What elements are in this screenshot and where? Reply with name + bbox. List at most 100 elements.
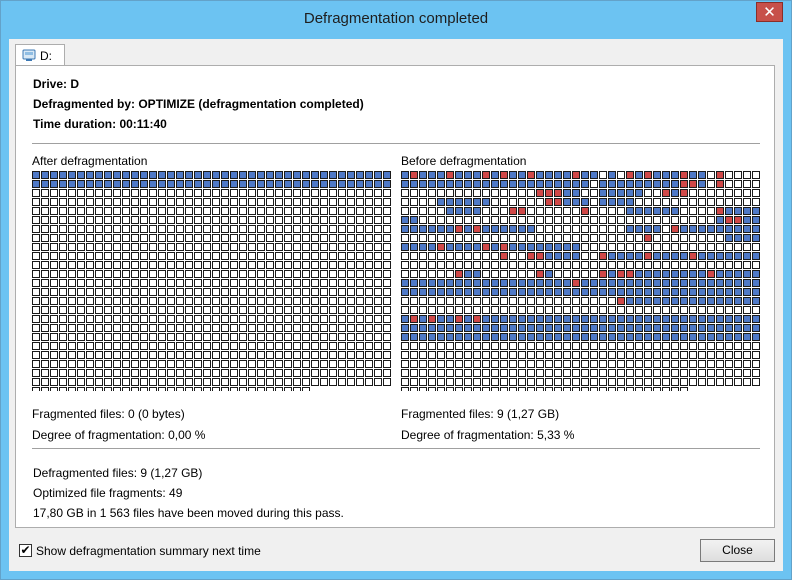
after-cell <box>68 288 76 296</box>
before-cell <box>635 180 643 188</box>
before-cell <box>545 252 553 260</box>
after-cell <box>293 261 301 269</box>
before-cell <box>689 270 697 278</box>
before-cell <box>716 315 724 323</box>
before-cell <box>464 216 472 224</box>
before-cell <box>680 270 688 278</box>
before-cell <box>581 351 589 359</box>
before-cell <box>716 279 724 287</box>
before-cell <box>491 225 499 233</box>
before-cell <box>482 216 490 224</box>
before-cell <box>716 171 724 179</box>
after-cell <box>284 270 292 278</box>
after-cell <box>68 378 76 386</box>
before-cell <box>689 243 697 251</box>
before-cell <box>662 351 670 359</box>
after-cell <box>95 171 103 179</box>
before-cell <box>626 297 634 305</box>
after-cell <box>347 342 355 350</box>
before-cell <box>563 306 571 314</box>
before-cell <box>608 243 616 251</box>
before-cell <box>455 306 463 314</box>
before-cell <box>500 198 508 206</box>
after-cell <box>320 243 328 251</box>
after-cell <box>185 270 193 278</box>
after-cell <box>338 279 346 287</box>
after-cell <box>203 360 211 368</box>
after-cell <box>131 378 139 386</box>
after-cell <box>176 279 184 287</box>
before-cell <box>608 198 616 206</box>
after-cell <box>284 387 292 391</box>
before-cell <box>419 234 427 242</box>
before-cell <box>698 279 706 287</box>
after-cell <box>140 180 148 188</box>
before-cell <box>419 333 427 341</box>
after-cell <box>194 234 202 242</box>
after-cell <box>32 369 40 377</box>
before-cell <box>419 207 427 215</box>
before-cell <box>482 333 490 341</box>
after-cell <box>149 306 157 314</box>
before-cell <box>455 324 463 332</box>
before-cell <box>491 360 499 368</box>
after-cell <box>374 207 382 215</box>
before-cell <box>536 198 544 206</box>
before-cell <box>527 378 535 386</box>
before-cell <box>653 225 661 233</box>
after-cell <box>293 306 301 314</box>
after-cell <box>104 189 112 197</box>
after-cell <box>185 324 193 332</box>
before-cell <box>671 189 679 197</box>
title-bar[interactable]: Defragmentation completed ✕ <box>1 1 791 39</box>
before-cell <box>554 297 562 305</box>
window-close-button[interactable]: ✕ <box>756 2 783 22</box>
before-cell <box>401 234 409 242</box>
before-cell <box>509 306 517 314</box>
before-cell <box>590 252 598 260</box>
after-cell <box>203 369 211 377</box>
before-cell <box>401 333 409 341</box>
after-cell <box>167 207 175 215</box>
after-cell <box>50 234 58 242</box>
before-cell <box>428 360 436 368</box>
after-cell <box>50 351 58 359</box>
show-summary-label[interactable]: Show defragmentation summary next time <box>36 544 261 558</box>
after-cell <box>131 225 139 233</box>
before-cell <box>734 261 742 269</box>
before-cell <box>536 270 544 278</box>
before-cell <box>554 378 562 386</box>
before-cell <box>455 225 463 233</box>
after-cell <box>266 234 274 242</box>
after-cell <box>86 351 94 359</box>
after-cell <box>230 252 238 260</box>
before-cell <box>644 387 652 391</box>
before-cell <box>473 189 481 197</box>
after-cell <box>311 324 319 332</box>
after-cell <box>50 324 58 332</box>
before-cell <box>455 333 463 341</box>
tab-drive-d[interactable]: D: <box>15 44 65 66</box>
before-cell <box>689 333 697 341</box>
before-cell <box>680 333 688 341</box>
before-cell <box>500 351 508 359</box>
before-cell <box>554 225 562 233</box>
after-cell <box>221 279 229 287</box>
before-cell <box>662 270 670 278</box>
before-cell <box>464 306 472 314</box>
before-cell <box>617 189 625 197</box>
after-cell <box>86 180 94 188</box>
before-cell <box>617 387 625 391</box>
after-cell <box>149 324 157 332</box>
show-summary-checkbox[interactable]: ✔ <box>19 543 32 557</box>
after-cell <box>356 234 364 242</box>
after-cell <box>347 171 355 179</box>
before-cell <box>608 234 616 242</box>
after-cell <box>167 279 175 287</box>
after-cell <box>275 369 283 377</box>
after-cell <box>230 288 238 296</box>
after-cell <box>365 306 373 314</box>
before-cell <box>464 171 472 179</box>
after-cell <box>95 279 103 287</box>
close-button[interactable]: Close <box>700 539 775 562</box>
